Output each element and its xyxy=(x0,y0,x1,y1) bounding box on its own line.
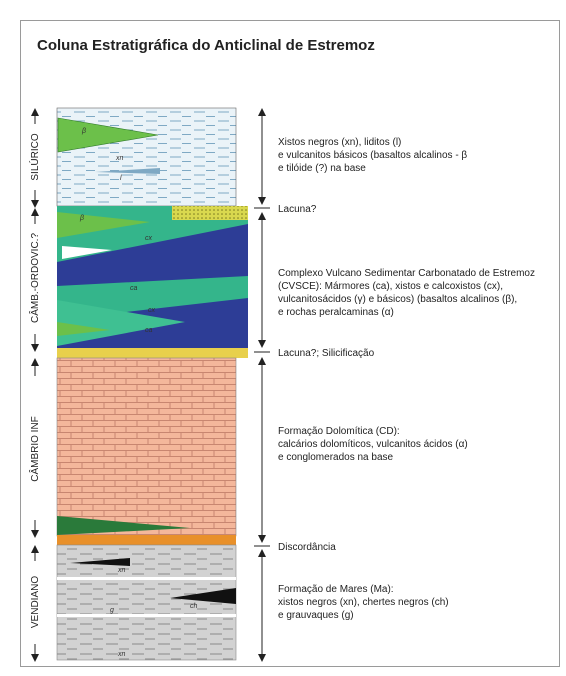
title: Coluna Estratigráfica do Anticlinal de E… xyxy=(37,37,375,54)
description-line: e rochas peralcaminas (α) xyxy=(278,307,394,318)
boundary-label: Lacuna? xyxy=(278,204,317,215)
description-line: e vulcanitos básicos (basaltos alcalinos… xyxy=(278,150,467,161)
boundary-label: Lacuna?; Silicificação xyxy=(278,348,375,359)
description-line: vulcanitosácidos (γ) e básicos) (basalto… xyxy=(278,294,517,305)
column-label: g xyxy=(110,607,114,614)
chert-bed xyxy=(57,577,236,580)
description-line: (CVSCE): Mármores (ca), xistos e calcoxi… xyxy=(278,281,503,292)
description-line: Formação de Mares (Ma): xyxy=(278,584,394,595)
description-line: xistos negros (xn), chertes negros (ch) xyxy=(278,597,449,608)
description-line: e grauvaques (g) xyxy=(278,610,354,621)
description-line: Xistos negros (xn), liditos (l) xyxy=(278,137,401,148)
boundary-label: Discordância xyxy=(278,542,336,553)
period-label: CÂMB.-ORDOVIC.? xyxy=(28,233,41,323)
column-label: xn xyxy=(117,651,126,658)
description-line: Complexo Vulcano Sedimentar Carbonatado … xyxy=(278,268,535,279)
column-label: ca xyxy=(130,285,138,292)
description-line: Formação Dolomítica (CD): xyxy=(278,426,400,437)
column-label: xn xyxy=(115,155,124,162)
column-label: β xyxy=(79,215,84,222)
period-label: SILÚRICO xyxy=(28,133,41,180)
column-label: cx xyxy=(145,235,153,242)
column-label: cx xyxy=(148,307,156,314)
description-line: e tilóide (?) na base xyxy=(278,163,366,174)
column-label: ca xyxy=(145,327,153,334)
dotted-patch xyxy=(172,206,248,220)
conglomerate-band xyxy=(57,535,236,545)
page: Coluna Estratigráfica do Anticlinal de E… xyxy=(0,0,566,671)
period-label: CÂMBRIO INF xyxy=(28,416,41,482)
column-label: ch xyxy=(190,603,198,610)
column-label: xn xyxy=(117,567,126,574)
description-line: e conglomerados na base xyxy=(278,452,394,463)
column: β xn l β cx ca cx ca xn ch g xn xyxy=(57,108,248,660)
layer-cambrico-inf xyxy=(57,358,236,536)
chert-bed xyxy=(57,614,236,617)
description-line: calcários dolomíticos, vulcanitos ácidos… xyxy=(278,439,468,450)
silicified-band xyxy=(57,348,248,358)
period-label: VENDIANO xyxy=(30,576,41,628)
column-label: β xyxy=(81,128,86,135)
